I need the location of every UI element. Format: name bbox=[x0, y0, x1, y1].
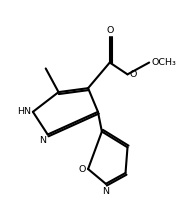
Text: O: O bbox=[130, 70, 137, 79]
Text: O: O bbox=[106, 26, 113, 35]
Text: OCH₃: OCH₃ bbox=[151, 58, 176, 67]
Text: N: N bbox=[102, 187, 109, 196]
Text: N: N bbox=[39, 136, 46, 145]
Text: O: O bbox=[79, 165, 86, 174]
Text: HN: HN bbox=[17, 107, 31, 116]
